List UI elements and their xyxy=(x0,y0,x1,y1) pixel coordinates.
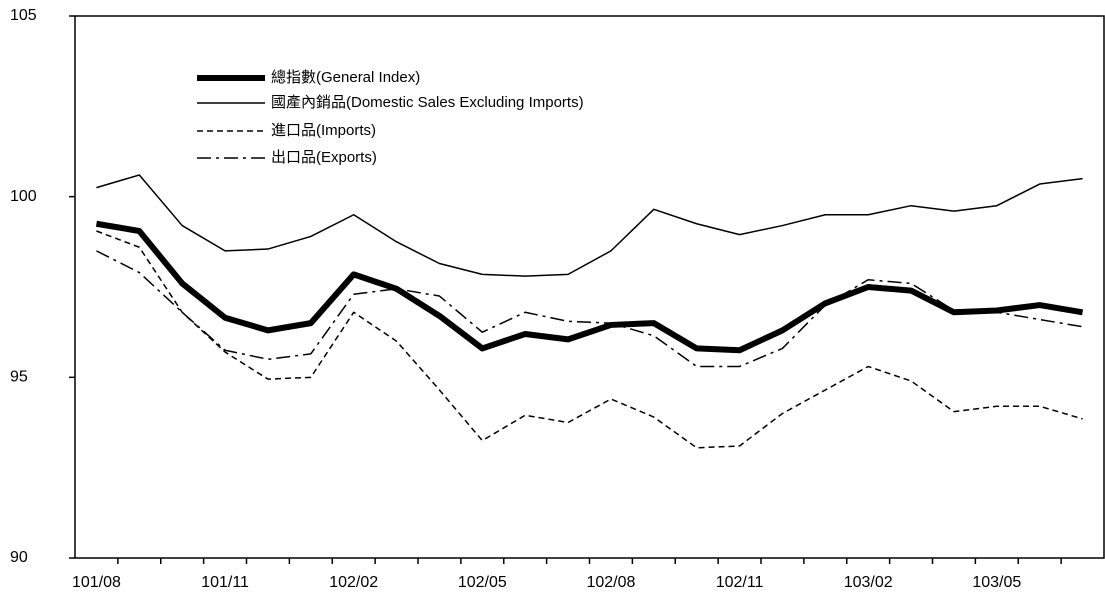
y-tick-label: 105 xyxy=(10,7,37,24)
x-tick-label: 102/11 xyxy=(716,574,764,591)
y-tick-label: 95 xyxy=(10,369,28,386)
x-tick-label: 101/08 xyxy=(72,574,121,591)
plot-frame xyxy=(74,15,1105,559)
series-line xyxy=(96,250,1083,368)
series-line xyxy=(96,174,1083,277)
legend-label: 國產內銷品(Domestic Sales Excluding Imports) xyxy=(271,94,584,111)
legend-label: 進口品(Imports) xyxy=(271,122,376,139)
legend-label: 出口品(Exports) xyxy=(271,149,377,166)
x-tick-label: 102/02 xyxy=(329,574,378,591)
series-line xyxy=(95,220,1084,354)
y-tick-label: 100 xyxy=(10,188,37,205)
y-tick-label: 90 xyxy=(10,549,28,566)
x-tick-label: 103/05 xyxy=(972,574,1021,591)
x-tick-label: 102/08 xyxy=(586,574,635,591)
x-tick-label: 101/11 xyxy=(201,574,249,591)
legend-label: 總指數(General Index) xyxy=(271,68,420,86)
series-line xyxy=(96,230,1083,449)
x-tick-label: 103/02 xyxy=(844,574,893,591)
x-tick-label: 102/05 xyxy=(458,574,507,591)
